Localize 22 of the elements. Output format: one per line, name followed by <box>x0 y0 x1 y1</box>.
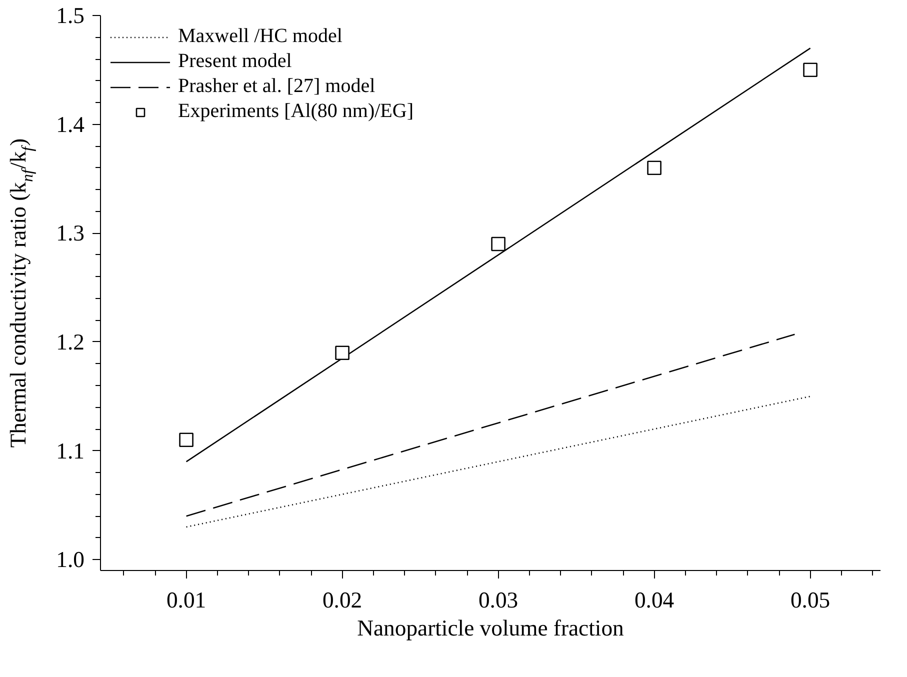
x-tick-label: 0.03 <box>478 588 518 612</box>
legend-label: Present model <box>178 50 292 73</box>
legend-label: Maxwell /HC model <box>178 25 342 48</box>
x-tick-label: 0.01 <box>166 588 206 612</box>
point <box>491 236 506 252</box>
x-axis-title: Nanoparticle volume fraction <box>357 616 624 640</box>
point <box>335 346 350 360</box>
legend-label: Experiments [Al(80 nm)/EG] <box>178 100 414 123</box>
y-tick-label: 1.0 <box>56 547 85 572</box>
y-tick-label: 1.5 <box>56 3 85 28</box>
y-tick-label: 1.4 <box>56 112 85 137</box>
y-tick-label: 1.1 <box>56 438 85 464</box>
point <box>647 160 662 176</box>
y-tick-label: 1.3 <box>56 220 85 246</box>
x-tick-label: 0.04 <box>634 588 674 612</box>
x-tick-label: 0.05 <box>790 588 830 612</box>
x-tick-label: 0.02 <box>322 588 362 612</box>
y-axis-title: Thermal conductivity ratio (knf/kf) <box>6 138 36 448</box>
point <box>803 62 818 78</box>
y-tick-label: 1.2 <box>56 329 85 354</box>
legend-label: Prasher et al. [27] model <box>178 75 376 98</box>
point <box>179 432 194 448</box>
